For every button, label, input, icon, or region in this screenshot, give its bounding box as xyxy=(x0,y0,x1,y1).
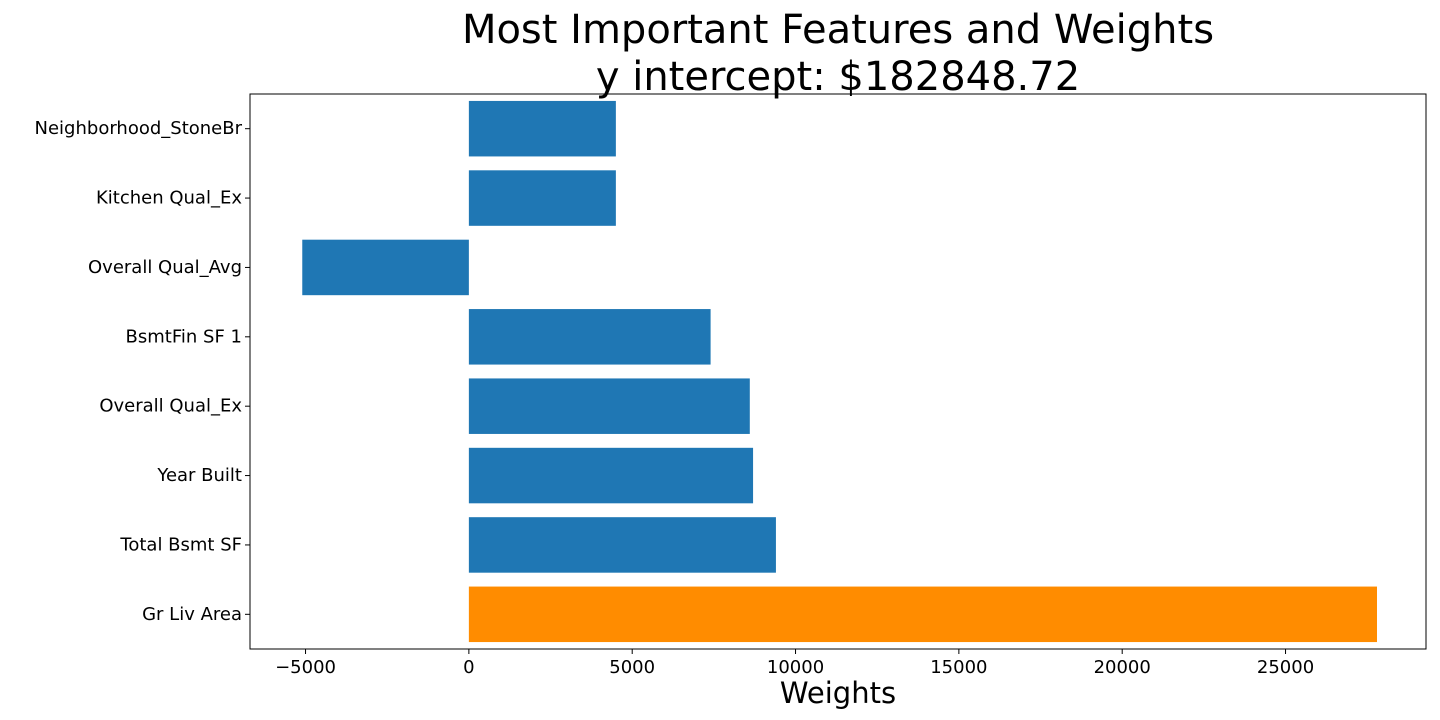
bar xyxy=(468,170,616,226)
y-tick-label: Total Bsmt SF xyxy=(119,534,242,555)
bar xyxy=(468,309,711,365)
x-axis-title: Weights xyxy=(780,676,896,710)
y-tick-label: Neighborhood_StoneBr xyxy=(35,118,243,139)
chart-subtitle: y intercept: $182848.72 xyxy=(595,54,1081,100)
plot-frame xyxy=(249,93,1427,650)
bar xyxy=(302,239,469,296)
bar xyxy=(468,517,776,573)
x-tick-label: 20000 xyxy=(1094,657,1151,678)
x-tick-label: 25000 xyxy=(1257,657,1314,678)
y-tick-label: Overall Qual_Ex xyxy=(99,396,242,417)
x-tick-label: 15000 xyxy=(930,657,987,678)
x-tick-label: 5000 xyxy=(609,657,655,678)
y-tick-label: Kitchen Qual_Ex xyxy=(96,188,242,209)
x-tick-label: 10000 xyxy=(767,657,824,678)
y-tick-label: Overall Qual_Avg xyxy=(88,257,242,278)
y-tick-label: Gr Liv Area xyxy=(142,604,242,625)
bar xyxy=(468,586,1377,643)
x-tick-label: 0 xyxy=(463,657,474,678)
y-tick-label: BsmtFin SF 1 xyxy=(126,326,242,347)
bar xyxy=(468,447,754,504)
bar xyxy=(468,378,750,434)
chart-title: Most Important Features and Weights xyxy=(461,7,1215,53)
x-tick-label: −5000 xyxy=(275,657,336,678)
bar xyxy=(468,100,616,157)
y-tick-label: Year Built xyxy=(156,465,242,486)
